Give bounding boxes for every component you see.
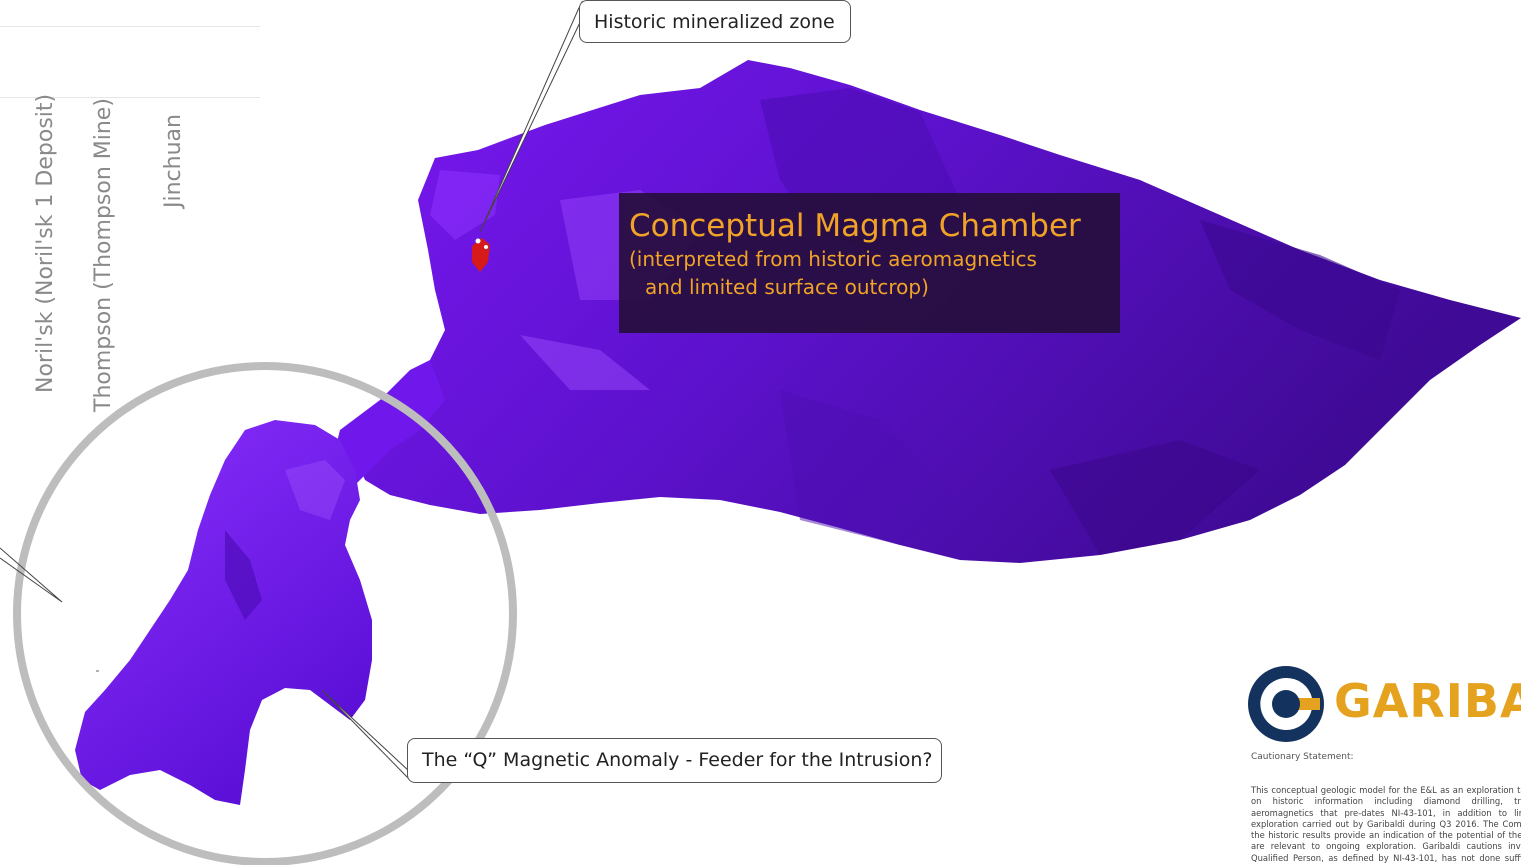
cautionary-clip: This conceptual geologic model for the E… bbox=[1251, 780, 1521, 865]
header-rule bbox=[0, 26, 260, 27]
deposit-label-norilsk: Noril'sk (Noril'sk 1 Deposit) bbox=[33, 93, 58, 393]
feeder-highlight-facet bbox=[285, 460, 345, 520]
deposit-label-jinchuan: Jinchuan bbox=[161, 114, 186, 208]
historic-zone-callout: Historic mineralized zone bbox=[579, 0, 851, 43]
mineralized-zone-dot bbox=[484, 245, 488, 249]
magma-chamber-subtitle: (interpreted from historic aeromagnetics bbox=[629, 247, 1037, 271]
logo-mark-icon bbox=[1248, 666, 1324, 742]
q-anomaly-leader bbox=[321, 689, 411, 781]
magma-chamber-label: Conceptual Magma Chamber (interpreted fr… bbox=[619, 193, 1120, 333]
chamber-highlight-facet bbox=[430, 170, 500, 240]
feeder-body-shape bbox=[75, 420, 372, 805]
mineralized-zone-dot bbox=[475, 238, 481, 244]
chamber-highlight-facet bbox=[520, 335, 650, 390]
logo-wordmark: GARIBALDI bbox=[1334, 674, 1521, 728]
company-logo: GARIBALDI bbox=[1246, 664, 1521, 744]
deposit-label-thompson: Thompson (Thompson Mine) bbox=[91, 98, 116, 412]
anomaly-ring bbox=[13, 362, 517, 865]
cautionary-heading: Cautionary Statement: bbox=[1251, 752, 1354, 762]
feeder-neck-shape bbox=[330, 360, 445, 490]
magma-chamber-title: Conceptual Magma Chamber bbox=[629, 208, 1081, 244]
header-rule bbox=[0, 97, 260, 98]
chamber-shadow-facet bbox=[1200, 220, 1400, 360]
left-edge-leader bbox=[0, 547, 63, 603]
model-speck bbox=[96, 670, 99, 672]
cautionary-body: This conceptual geologic model for the E… bbox=[1251, 785, 1521, 865]
chamber-shadow-facet bbox=[780, 390, 960, 545]
chamber-shadow-facet bbox=[1050, 440, 1260, 555]
magma-chamber-subtitle: and limited surface outcrop) bbox=[645, 275, 929, 299]
q-anomaly-callout: The “Q” Magnetic Anomaly - Feeder for th… bbox=[407, 738, 942, 783]
feeder-shadow-facet bbox=[225, 530, 262, 620]
